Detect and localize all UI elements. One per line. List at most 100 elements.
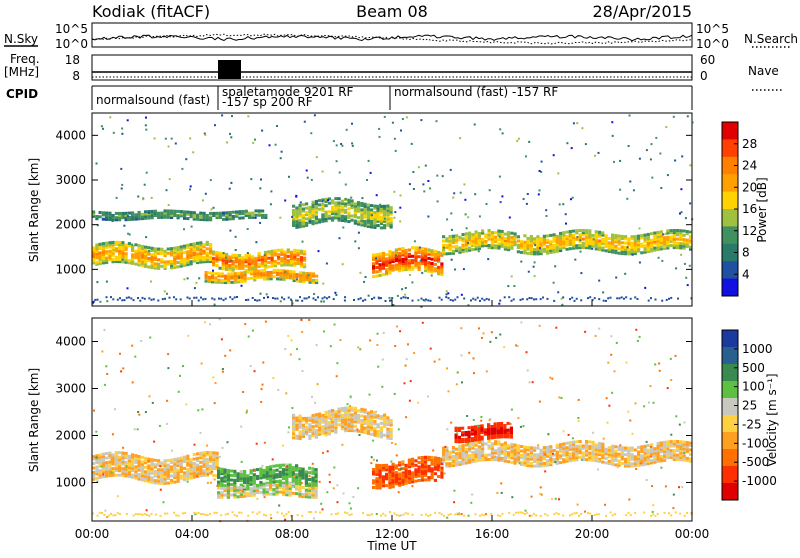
heatmap-cell <box>212 451 216 455</box>
heatmap-cell <box>304 475 308 478</box>
noise-tick-hi-right: 10^5 <box>696 22 729 36</box>
heatmap-cell <box>474 234 478 238</box>
heatmap-cell <box>474 457 478 461</box>
heatmap-cell <box>685 445 689 449</box>
heatmap-cell <box>490 231 494 235</box>
heatmap-cell <box>173 265 177 269</box>
heatmap-cell <box>340 418 344 422</box>
heatmap-cell <box>407 267 411 271</box>
heatmap-cell <box>280 261 284 265</box>
heatmap-cell <box>173 214 177 217</box>
heatmap-cell <box>549 456 553 460</box>
heatmap-cell <box>683 452 686 454</box>
heatmap-cell <box>529 446 533 450</box>
heatmap-cell <box>273 259 277 263</box>
heatmap-cell <box>137 459 141 463</box>
heatmap-cell <box>303 258 307 262</box>
heatmap-cell <box>421 321 424 324</box>
heatmap-cell <box>182 365 184 367</box>
heatmap-cell <box>121 214 125 217</box>
heatmap-cell <box>572 451 576 455</box>
heatmap-cell <box>578 244 582 247</box>
heatmap-cell <box>643 240 647 243</box>
y-tick-label: 4000 <box>55 128 86 142</box>
heatmap-cell <box>394 211 397 214</box>
heatmap-cell <box>357 207 361 211</box>
heatmap-cell <box>386 427 390 431</box>
heatmap-cell <box>111 455 115 459</box>
heatmap-cell <box>454 435 458 439</box>
heatmap-cell <box>481 442 485 446</box>
heatmap-cell <box>121 183 124 186</box>
heatmap-cell <box>285 484 289 488</box>
heatmap-cell <box>334 291 337 294</box>
heatmap-cell <box>608 404 611 407</box>
heatmap-cell <box>295 423 299 427</box>
heatmap-cell <box>568 242 572 246</box>
heatmap-cell <box>224 274 228 278</box>
heatmap-cell <box>506 428 510 432</box>
heatmap-cell <box>288 486 292 490</box>
heatmap-cell <box>303 222 306 225</box>
heatmap-cell <box>372 253 376 257</box>
heatmap-cell <box>529 245 533 249</box>
heatmap-cell <box>390 460 393 463</box>
heatmap-cell <box>137 261 141 265</box>
heatmap-cell <box>379 211 383 215</box>
heatmap-cell <box>401 268 405 272</box>
heatmap-cell <box>588 237 592 241</box>
heatmap-cell <box>237 274 241 277</box>
heatmap-cell <box>427 265 431 269</box>
heatmap-cell <box>366 220 370 224</box>
heatmap-cell <box>111 258 115 262</box>
heatmap-cell <box>656 460 660 463</box>
heatmap-cell <box>682 445 686 449</box>
heatmap-cell <box>379 433 383 437</box>
heatmap-cell <box>352 496 355 499</box>
heatmap-cell <box>212 467 216 471</box>
heatmap-cell <box>209 211 213 215</box>
heatmap-cell <box>305 272 309 275</box>
heatmap-cell <box>179 262 183 266</box>
heatmap-cell <box>202 245 206 249</box>
heatmap-cell <box>417 299 420 302</box>
heatmap-cell <box>627 239 631 243</box>
heatmap-cell <box>188 297 191 300</box>
heatmap-cell <box>291 215 294 218</box>
heatmap-cell <box>167 145 170 148</box>
heatmap-cell <box>328 296 331 299</box>
heatmap-cell <box>92 473 96 477</box>
heatmap-cell <box>251 268 255 272</box>
heatmap-cell <box>293 253 297 257</box>
heatmap-cell <box>488 419 491 422</box>
heatmap-cell <box>451 461 455 465</box>
heatmap-cell <box>244 264 248 268</box>
heatmap-cell <box>147 460 150 463</box>
heatmap-cell <box>490 431 494 435</box>
heatmap-cell <box>343 299 346 302</box>
heatmap-cell <box>614 240 618 244</box>
heatmap-cell <box>575 456 579 459</box>
heatmap-cell <box>614 452 618 456</box>
heatmap-cell <box>344 197 347 200</box>
heatmap-cell <box>108 213 112 217</box>
heatmap-cell <box>166 215 170 219</box>
heatmap-cell <box>445 464 449 468</box>
heatmap-cell <box>314 477 318 481</box>
freq-block <box>218 60 241 79</box>
heatmap-cell <box>308 216 312 220</box>
nave-tick-lo: 0 <box>700 69 708 83</box>
heatmap-cell <box>409 274 411 276</box>
heatmap-cell <box>153 463 157 467</box>
heatmap-cell <box>286 254 290 258</box>
heatmap-cell <box>337 218 341 222</box>
heatmap-cell <box>335 144 338 147</box>
heatmap-cell <box>510 408 513 411</box>
heatmap-cell <box>139 513 142 516</box>
heatmap-cell <box>646 241 650 245</box>
heatmap-cell <box>334 426 338 430</box>
heatmap-cell <box>565 457 569 461</box>
heatmap-cell <box>404 255 408 259</box>
heatmap-cell <box>350 408 354 412</box>
heatmap-cell <box>227 512 229 515</box>
